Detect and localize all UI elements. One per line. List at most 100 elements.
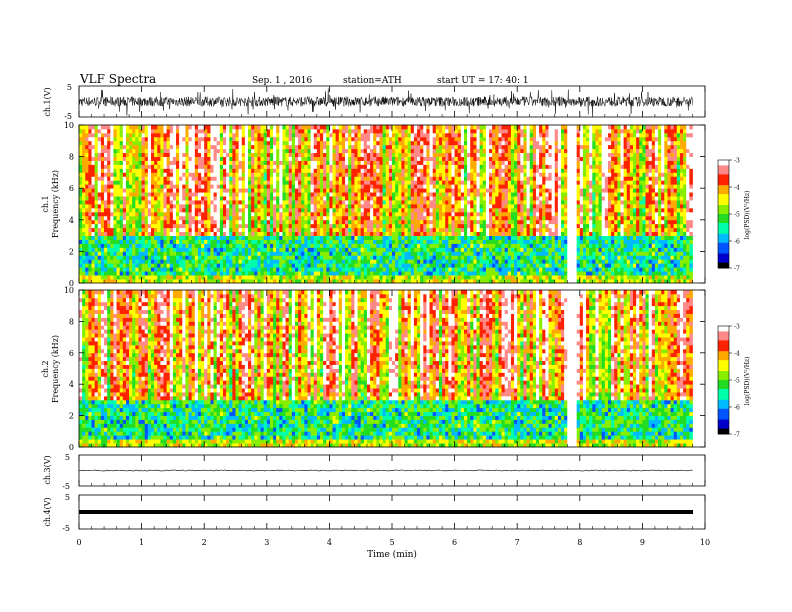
spectrogram-cell	[235, 125, 240, 130]
spectrogram-cell	[97, 180, 102, 185]
spectrogram-cell	[219, 192, 224, 197]
spectrogram-cell	[282, 235, 286, 240]
spectrogram-cell	[307, 168, 312, 173]
spectrogram-cell	[91, 215, 96, 221]
spectrogram-cell	[294, 192, 299, 197]
spectrogram-cell	[188, 223, 193, 229]
spectrogram-cell	[338, 176, 343, 181]
spectrogram-cell	[235, 235, 240, 240]
spectrogram-cell	[426, 223, 430, 229]
spectrogram-cell	[129, 231, 133, 236]
spectrogram-cell	[307, 235, 312, 240]
spectrogram-cell	[388, 215, 393, 221]
spectrogram-cell	[107, 156, 111, 161]
spectrogram-cell	[241, 136, 246, 142]
spectrogram-cell	[238, 176, 243, 181]
spectrogram-cell	[279, 223, 283, 229]
spectrogram-cell	[385, 247, 390, 252]
spectrogram-cell	[232, 152, 236, 157]
spectrogram-cell	[229, 180, 233, 185]
spectrogram-cell	[320, 219, 324, 225]
spectrogram-cell	[413, 184, 418, 189]
spectrogram-cell	[266, 180, 271, 185]
spectrogram-cell	[188, 136, 193, 142]
spectrogram-cell	[88, 227, 92, 233]
spectrogram-cell	[382, 263, 387, 268]
spectrogram-cell	[226, 235, 230, 240]
spectrogram-cell	[129, 160, 133, 165]
spectrogram-cell	[141, 200, 146, 205]
spectrogram-cell	[398, 215, 402, 221]
spectrogram-cell	[182, 136, 186, 142]
spectrogram-cell	[467, 176, 471, 181]
spectrogram-cell	[392, 148, 396, 154]
spectrogram-cell	[226, 231, 230, 236]
spectrogram-cell	[304, 279, 308, 284]
spectrogram-cell	[454, 192, 459, 197]
spectrogram-cell	[201, 168, 205, 173]
spectrogram-cell	[385, 255, 390, 260]
spectrogram-cell	[370, 148, 374, 154]
spectrogram-cell	[442, 196, 446, 201]
spectrogram-cell	[213, 215, 218, 221]
spectrogram-cell	[410, 152, 415, 157]
spectrogram-cell	[401, 247, 405, 252]
spectrogram-cell	[276, 200, 280, 205]
spectrogram-cell	[288, 192, 293, 197]
spectrogram-cell	[357, 200, 362, 205]
spectrogram-cell	[116, 259, 121, 264]
spectrogram-cell	[329, 188, 333, 193]
spectrogram-cell	[376, 271, 380, 276]
spectrogram-cell	[94, 140, 99, 146]
spectrogram-cell	[401, 279, 405, 284]
spectrogram-cell	[323, 211, 327, 217]
spectrogram-cell	[451, 176, 455, 181]
spectrogram-cell	[188, 180, 193, 185]
spectrogram-cell	[316, 215, 321, 221]
spectrogram-cell	[398, 255, 402, 260]
spectrogram-cell	[147, 196, 152, 201]
spectrogram-cell	[185, 223, 189, 229]
spectrogram-cell	[204, 132, 208, 138]
spectrogram-cell	[254, 125, 258, 130]
spectrogram-cell	[201, 275, 205, 280]
spectrogram-cell	[291, 192, 296, 197]
spectrogram-cell	[222, 255, 227, 260]
spectrogram-cell	[182, 164, 186, 169]
spectrogram-cell	[132, 156, 136, 161]
spectrogram-cell	[467, 267, 471, 272]
spectrogram-cell	[392, 144, 396, 150]
spectrogram-cell	[107, 271, 111, 276]
spectrogram-cell	[273, 263, 277, 268]
spectrogram-cell	[154, 255, 158, 260]
spectrogram-cell	[147, 243, 152, 248]
spectrogram-cell	[154, 188, 158, 193]
spectrogram-cell	[219, 271, 224, 276]
spectrogram-cell	[345, 223, 349, 229]
spectrogram-cell	[373, 243, 377, 248]
spectrogram-cell	[329, 180, 333, 185]
spectrogram-cell	[298, 223, 302, 229]
spectrogram-cell	[157, 132, 161, 138]
spectrogram-cell	[320, 200, 324, 205]
spectrogram-cell	[307, 204, 312, 209]
spectrogram-cell	[395, 176, 399, 181]
spectrogram-cell	[179, 140, 183, 146]
spectrogram-cell	[232, 251, 236, 256]
spectrogram-cell	[404, 180, 409, 185]
spectrogram-cell	[398, 172, 402, 177]
spectrogram-cell	[357, 204, 362, 209]
spectrogram-cell	[94, 176, 99, 181]
spectrogram-cell	[188, 207, 193, 213]
spectrogram-cell	[251, 125, 255, 130]
spectrogram-cell	[176, 223, 180, 229]
spectrogram-cell	[338, 235, 343, 240]
spectrogram-cell	[310, 215, 315, 221]
spectrogram-cell	[282, 204, 286, 209]
spectrogram-cell	[288, 235, 293, 240]
spectrogram-cell	[150, 196, 155, 201]
spectrogram-cell	[194, 180, 199, 185]
spectrogram-cell	[176, 239, 180, 244]
spectrogram-cell	[273, 192, 277, 197]
spectrogram-cell	[125, 247, 130, 252]
